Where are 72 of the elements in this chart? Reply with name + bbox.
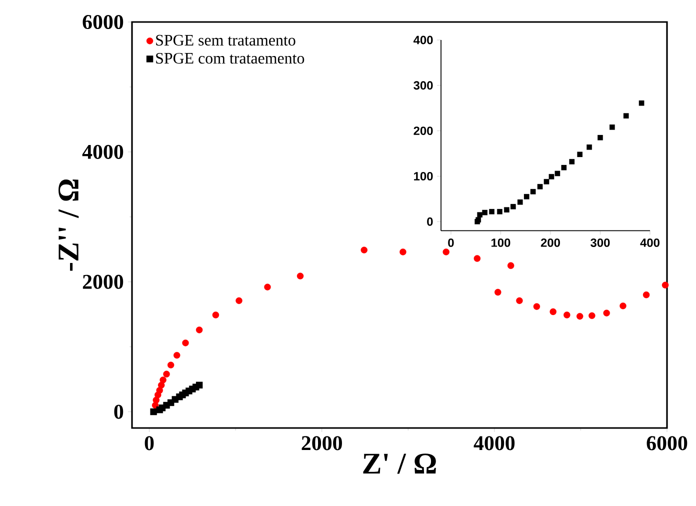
point xyxy=(586,144,592,150)
point xyxy=(504,207,510,212)
point xyxy=(550,308,556,316)
x-tick-label: 400 xyxy=(640,238,660,247)
y-axis-title: -Z'' / Ω xyxy=(58,179,79,271)
point xyxy=(638,100,644,106)
point xyxy=(620,302,626,310)
x-tick-label: 0 xyxy=(144,436,154,450)
point xyxy=(167,362,174,368)
x-tick-label: 100 xyxy=(491,238,510,247)
point xyxy=(588,312,596,319)
point xyxy=(264,284,271,290)
point xyxy=(150,408,157,416)
point xyxy=(533,303,540,310)
point xyxy=(494,288,502,296)
point xyxy=(554,170,560,176)
x-axis-title: Z' / Ω xyxy=(363,454,436,474)
point xyxy=(623,113,629,118)
y-tick-label: 100 xyxy=(414,172,433,180)
point xyxy=(576,312,584,320)
point xyxy=(510,204,516,210)
point xyxy=(516,297,523,304)
point xyxy=(160,376,166,384)
point xyxy=(524,194,530,200)
point xyxy=(236,297,242,304)
y-tick-label: 300 xyxy=(414,81,433,90)
x-tick-label: 2000 xyxy=(302,436,342,450)
point xyxy=(360,246,368,254)
y-tick-label: 6000 xyxy=(82,14,124,30)
point xyxy=(642,291,650,298)
point xyxy=(212,312,220,318)
y-tick-label: 2000 xyxy=(82,274,124,289)
y-tick-label: 0 xyxy=(427,217,433,226)
legend-label: SPGE com trataemento xyxy=(156,52,304,64)
point xyxy=(482,210,488,216)
point xyxy=(598,134,603,140)
point xyxy=(517,199,523,205)
y-tick-label: 200 xyxy=(414,126,433,136)
point xyxy=(182,340,189,346)
point xyxy=(156,386,163,394)
point xyxy=(569,159,575,164)
point xyxy=(442,248,450,256)
point xyxy=(474,255,481,262)
point xyxy=(196,382,203,388)
x-tick-label: 0 xyxy=(448,238,454,247)
y-tick-label: 0 xyxy=(114,404,124,419)
point xyxy=(564,312,570,318)
x-tick-label: 4000 xyxy=(474,436,515,450)
point xyxy=(489,208,494,214)
point xyxy=(477,212,482,218)
point xyxy=(400,248,406,256)
point xyxy=(163,370,170,378)
point xyxy=(174,352,180,359)
point xyxy=(561,164,567,170)
y-tick-label: 400 xyxy=(413,36,433,44)
point xyxy=(497,208,502,214)
point xyxy=(196,326,203,334)
y-tick-label: 4000 xyxy=(82,144,124,159)
point xyxy=(544,179,550,184)
point xyxy=(610,124,615,130)
x-tick-label: 300 xyxy=(590,238,610,247)
x-tick-label: 200 xyxy=(540,238,560,247)
point xyxy=(577,152,582,158)
x-tick-label: 6000 xyxy=(646,436,688,450)
legend-label: SPGE sem tratamento xyxy=(156,34,296,46)
point xyxy=(296,272,304,280)
point xyxy=(548,174,554,180)
point xyxy=(530,188,536,194)
point xyxy=(662,282,669,288)
point xyxy=(537,184,543,190)
point xyxy=(507,262,514,269)
point xyxy=(603,310,610,316)
